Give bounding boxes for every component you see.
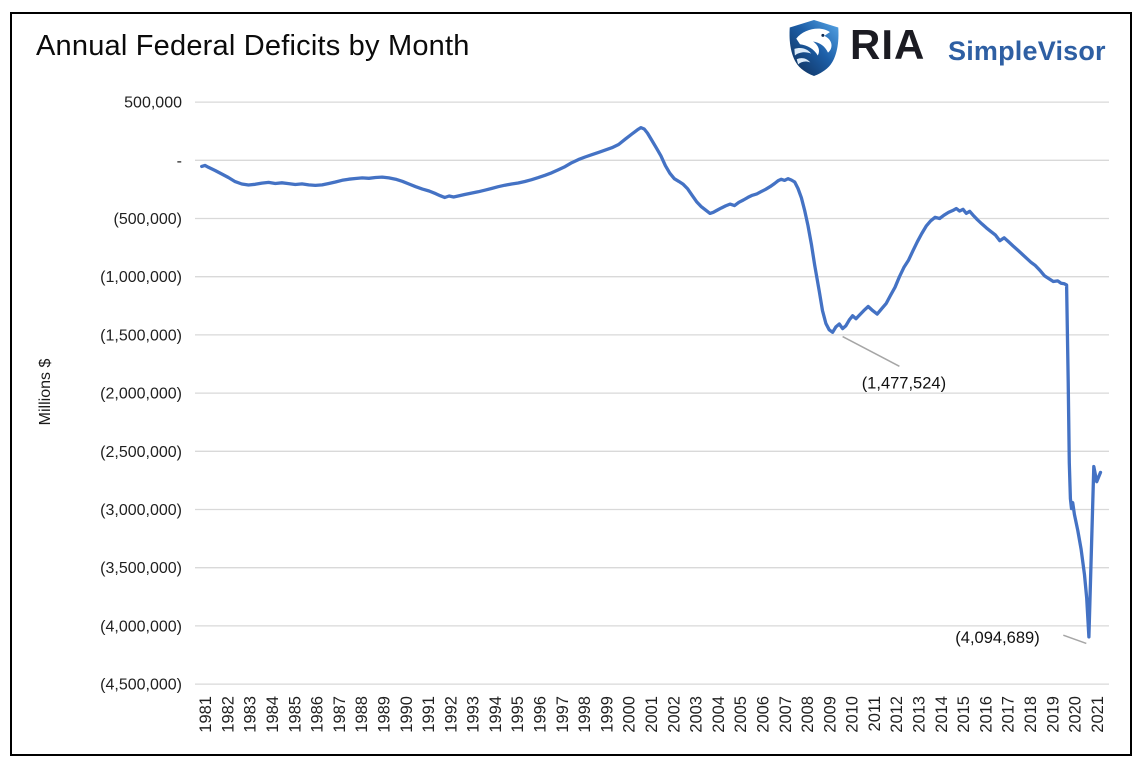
x-tick-label: 2019 xyxy=(1044,696,1062,733)
logo-brand-text: RIA xyxy=(850,21,926,68)
annotation-leader-line xyxy=(842,335,900,367)
x-tick-label: 1986 xyxy=(309,696,327,733)
y-tick-label: - xyxy=(177,153,182,170)
y-tick-label: (3,000,000) xyxy=(100,502,182,519)
x-tick-label: 1997 xyxy=(554,696,572,733)
ria-simplevisor-logo: RIA SimpleVisor xyxy=(786,18,1116,90)
x-tick-label: 1990 xyxy=(398,696,416,733)
ria-eagle-logo-icon xyxy=(789,20,839,76)
x-tick-label: 2018 xyxy=(1022,696,1040,733)
x-tick-label: 2000 xyxy=(621,696,639,733)
x-tick-label: 1991 xyxy=(420,696,438,733)
x-tick-label: 2005 xyxy=(732,696,750,733)
x-tick-label: 2013 xyxy=(911,696,929,733)
x-tick-label: 2011 xyxy=(866,696,884,731)
x-tick-label: 1988 xyxy=(353,696,371,733)
y-tick-label: (4,500,000) xyxy=(100,677,182,694)
annotation-label: (1,477,524) xyxy=(862,375,946,393)
x-tick-label: 2006 xyxy=(754,696,772,733)
y-tick-label: 500,000 xyxy=(124,95,182,112)
x-tick-label: 2017 xyxy=(1000,696,1018,733)
logo-product-text: SimpleVisor xyxy=(948,36,1106,66)
x-tick-label: 1983 xyxy=(242,696,260,733)
y-tick-label: (1,500,000) xyxy=(100,327,182,344)
y-tick-label: (500,000) xyxy=(114,211,183,228)
x-tick-label: 1981 xyxy=(197,696,215,733)
x-tick-label: 2008 xyxy=(799,696,817,733)
x-tick-label: 2009 xyxy=(821,696,839,733)
x-tick-label: 1993 xyxy=(465,696,483,733)
x-tick-label: 1985 xyxy=(286,696,304,733)
deficit-series-line xyxy=(200,125,1103,639)
x-tick-label: 1987 xyxy=(331,696,349,733)
x-tick-label: 2004 xyxy=(710,696,728,733)
x-tick-label: 2021 xyxy=(1089,696,1107,733)
x-tick-label: 2016 xyxy=(977,696,995,733)
x-tick-label: 2020 xyxy=(1067,696,1085,733)
y-tick-label: (1,000,000) xyxy=(100,269,182,286)
x-tick-label: 2007 xyxy=(777,696,795,733)
x-tick-label: 2003 xyxy=(688,696,706,733)
x-tick-label: 1995 xyxy=(509,696,527,733)
chart-title: Annual Federal Deficits by Month xyxy=(36,30,470,62)
annotation-leader-line xyxy=(1063,634,1087,645)
y-tick-label: (2,500,000) xyxy=(100,444,182,461)
x-tick-label: 2001 xyxy=(643,696,661,733)
x-tick-label: 1994 xyxy=(487,696,505,733)
chart-border-frame: Annual Federal Deficits by Month RIA Sim… xyxy=(10,12,1132,756)
x-tick-label: 2002 xyxy=(665,696,683,733)
x-tick-label: 1999 xyxy=(598,696,616,733)
y-tick-label: (3,500,000) xyxy=(100,560,182,577)
annotation-label: (4,094,689) xyxy=(955,629,1039,647)
y-tick-label: (4,000,000) xyxy=(100,618,182,635)
x-tick-label: 1989 xyxy=(375,696,393,733)
x-tick-label: 1996 xyxy=(532,696,550,733)
x-tick-label: 2010 xyxy=(844,696,862,733)
x-tick-label: 2015 xyxy=(955,696,973,733)
x-tick-label: 1984 xyxy=(264,696,282,733)
x-tick-label: 1998 xyxy=(576,696,594,733)
x-tick-label: 2014 xyxy=(933,696,951,733)
x-tick-label: 1982 xyxy=(219,696,237,733)
x-tick-label: 1992 xyxy=(442,696,460,733)
x-tick-label: 2012 xyxy=(888,696,906,733)
y-tick-label: (2,000,000) xyxy=(100,386,182,403)
